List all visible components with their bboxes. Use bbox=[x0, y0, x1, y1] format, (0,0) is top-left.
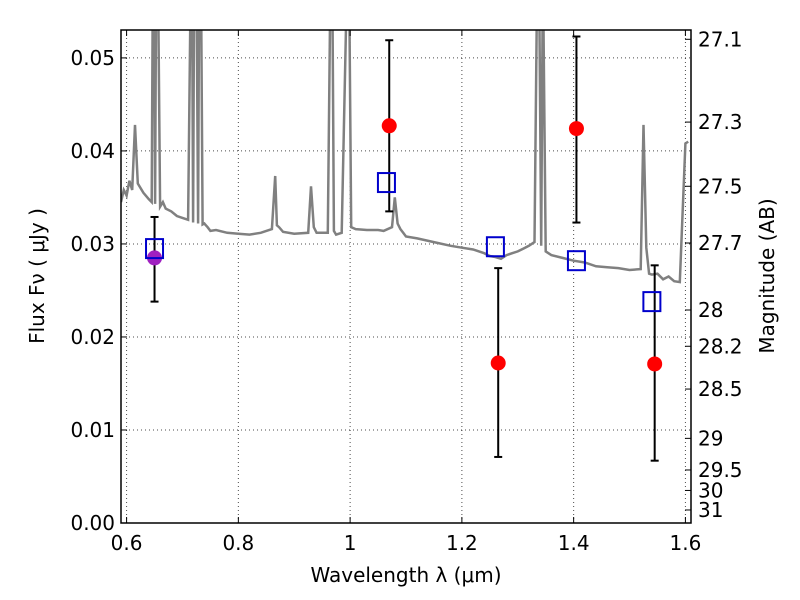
y2-axis-label: Magnitude (AB) bbox=[755, 198, 779, 353]
x-tick-label: 1.4 bbox=[558, 531, 590, 555]
magnitude-tick-label: 29.5 bbox=[698, 458, 743, 482]
x-axis-label: Wavelength λ (μm) bbox=[310, 563, 501, 587]
magnitude-tick-label: 27.3 bbox=[698, 110, 743, 134]
model-spectrum-line bbox=[121, 30, 689, 284]
x-axis-ticks: 0.6 0.8 1 1.2 1.4 1.6 bbox=[111, 30, 702, 555]
x-tick-label: 1 bbox=[344, 531, 357, 555]
x-tick-label: 0.6 bbox=[111, 531, 143, 555]
magnitude-tick-label: 28.5 bbox=[698, 377, 743, 401]
observed-point bbox=[647, 356, 663, 372]
y-tick-label: 0.04 bbox=[70, 139, 115, 163]
y-tick-label: 0.01 bbox=[70, 418, 115, 442]
model-photometry-squares bbox=[145, 172, 662, 313]
model-photometry-square bbox=[642, 291, 662, 313]
model-photometry-square bbox=[376, 172, 396, 194]
y-tick-label: 0.05 bbox=[70, 46, 115, 70]
magnitude-tick-label: 31 bbox=[698, 498, 723, 522]
x-tick-label: 0.8 bbox=[222, 531, 254, 555]
plot-frame bbox=[120, 29, 692, 524]
magnitude-tick-label: 27.1 bbox=[698, 27, 743, 51]
model-photometry-square bbox=[485, 236, 505, 258]
y-axis-label: Flux Fν ( μJy ) bbox=[25, 208, 49, 344]
model-photometry-square bbox=[566, 250, 586, 272]
model-photometry-square bbox=[145, 238, 165, 260]
magnitude-tick-label: 30 bbox=[698, 478, 723, 502]
x-tick-label: 1.6 bbox=[670, 531, 702, 555]
magnitude-tick-label: 28.2 bbox=[698, 334, 743, 358]
grid bbox=[121, 30, 691, 524]
x-tick-label: 1.2 bbox=[446, 531, 478, 555]
magnitude-tick-label: 27.5 bbox=[698, 174, 743, 198]
y-tick-label: 0.00 bbox=[70, 511, 115, 535]
magnitude-tick-label: 28 bbox=[698, 298, 723, 322]
data-points bbox=[147, 118, 663, 372]
y-axis-ticks: 0.00 0.01 0.02 0.03 0.04 0.05 bbox=[70, 46, 127, 535]
y-tick-label: 0.02 bbox=[70, 325, 115, 349]
error-bars bbox=[150, 35, 659, 462]
magnitude-tick-label: 29 bbox=[698, 426, 723, 450]
y-tick-label: 0.03 bbox=[70, 232, 115, 256]
observed-point bbox=[568, 121, 584, 137]
observed-point bbox=[490, 355, 506, 371]
observed-point bbox=[381, 118, 397, 134]
magnitude-tick-label: 27.7 bbox=[698, 231, 743, 255]
